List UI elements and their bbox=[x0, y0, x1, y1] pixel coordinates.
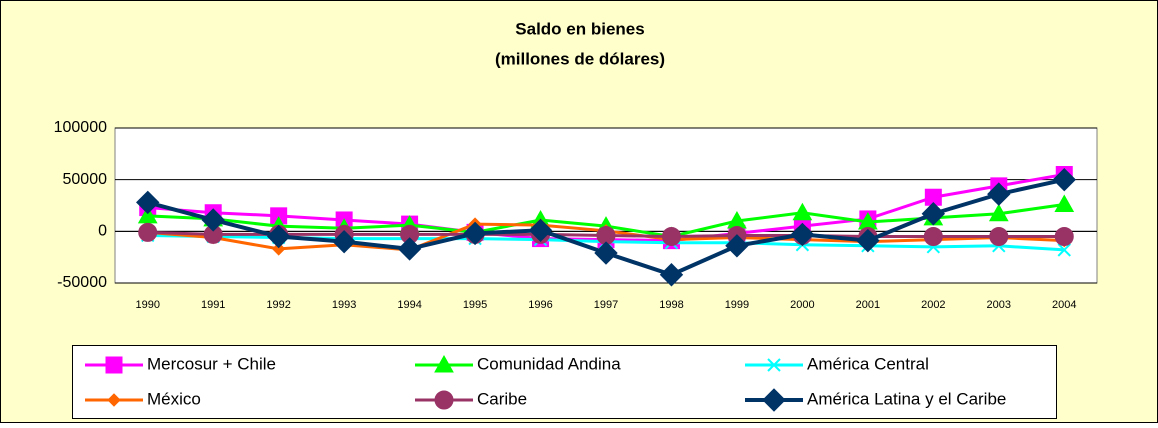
legend-label: México bbox=[147, 389, 201, 408]
marker bbox=[792, 202, 813, 221]
legend-label: Comunidad Andina bbox=[477, 354, 621, 373]
marker bbox=[107, 393, 121, 407]
x-tick-label: 2003 bbox=[987, 299, 1011, 311]
marker bbox=[528, 218, 553, 243]
legend-label: América Latina y el Caribe bbox=[807, 389, 1006, 408]
chart-title: Saldo en bienes bbox=[515, 19, 644, 38]
marker bbox=[1054, 194, 1075, 212]
marker bbox=[138, 222, 158, 242]
marker bbox=[397, 237, 422, 261]
legend bbox=[72, 345, 1057, 419]
marker bbox=[987, 182, 1011, 206]
x-tick-label: 1994 bbox=[397, 299, 421, 311]
marker bbox=[1052, 167, 1076, 192]
marker bbox=[661, 227, 681, 246]
marker bbox=[201, 208, 225, 232]
marker bbox=[923, 227, 943, 246]
x-tick-label: 2000 bbox=[790, 299, 814, 311]
marker bbox=[137, 205, 158, 224]
marker bbox=[136, 190, 160, 215]
marker bbox=[266, 224, 291, 249]
x-tick-label: 2001 bbox=[856, 299, 880, 311]
y-tick-label: 100000 bbox=[54, 119, 107, 136]
marker bbox=[1057, 243, 1071, 257]
y-tick-label: 50000 bbox=[63, 171, 108, 188]
marker bbox=[659, 263, 684, 287]
x-tick-label: 2002 bbox=[921, 299, 945, 311]
legend-label: Mercosur + Chile bbox=[147, 354, 276, 373]
marker bbox=[271, 242, 286, 256]
marker bbox=[989, 227, 1009, 246]
marker bbox=[921, 202, 946, 226]
legend-label: Caribe bbox=[477, 389, 527, 408]
marker bbox=[463, 221, 487, 246]
x-tick-label: 1990 bbox=[135, 299, 159, 311]
marker bbox=[856, 228, 880, 253]
marker bbox=[767, 358, 781, 372]
marker bbox=[434, 390, 454, 410]
marker bbox=[725, 234, 749, 258]
marker bbox=[434, 354, 454, 373]
x-tick-label: 2004 bbox=[1052, 299, 1076, 311]
y-tick-label: -50000 bbox=[57, 274, 107, 291]
marker bbox=[762, 388, 786, 412]
x-tick-label: 1993 bbox=[332, 299, 356, 311]
x-tick-label: 1992 bbox=[266, 299, 290, 311]
marker bbox=[790, 222, 815, 247]
x-tick-label: 1996 bbox=[528, 299, 552, 311]
marker bbox=[105, 356, 123, 374]
x-tick-label: 1995 bbox=[463, 299, 487, 311]
x-tick-label: 1997 bbox=[594, 299, 618, 311]
marker bbox=[332, 229, 356, 254]
x-tick-label: 1991 bbox=[201, 299, 225, 311]
x-tick-label: 1999 bbox=[725, 299, 749, 311]
legend-label: América Central bbox=[807, 354, 929, 373]
marker bbox=[988, 203, 1009, 222]
y-tick-label: 0 bbox=[98, 223, 107, 240]
x-tick-label: 1998 bbox=[659, 299, 683, 311]
marker bbox=[594, 241, 618, 265]
marker bbox=[1054, 227, 1074, 246]
chart-subtitle: (millones de dólares) bbox=[495, 49, 665, 68]
